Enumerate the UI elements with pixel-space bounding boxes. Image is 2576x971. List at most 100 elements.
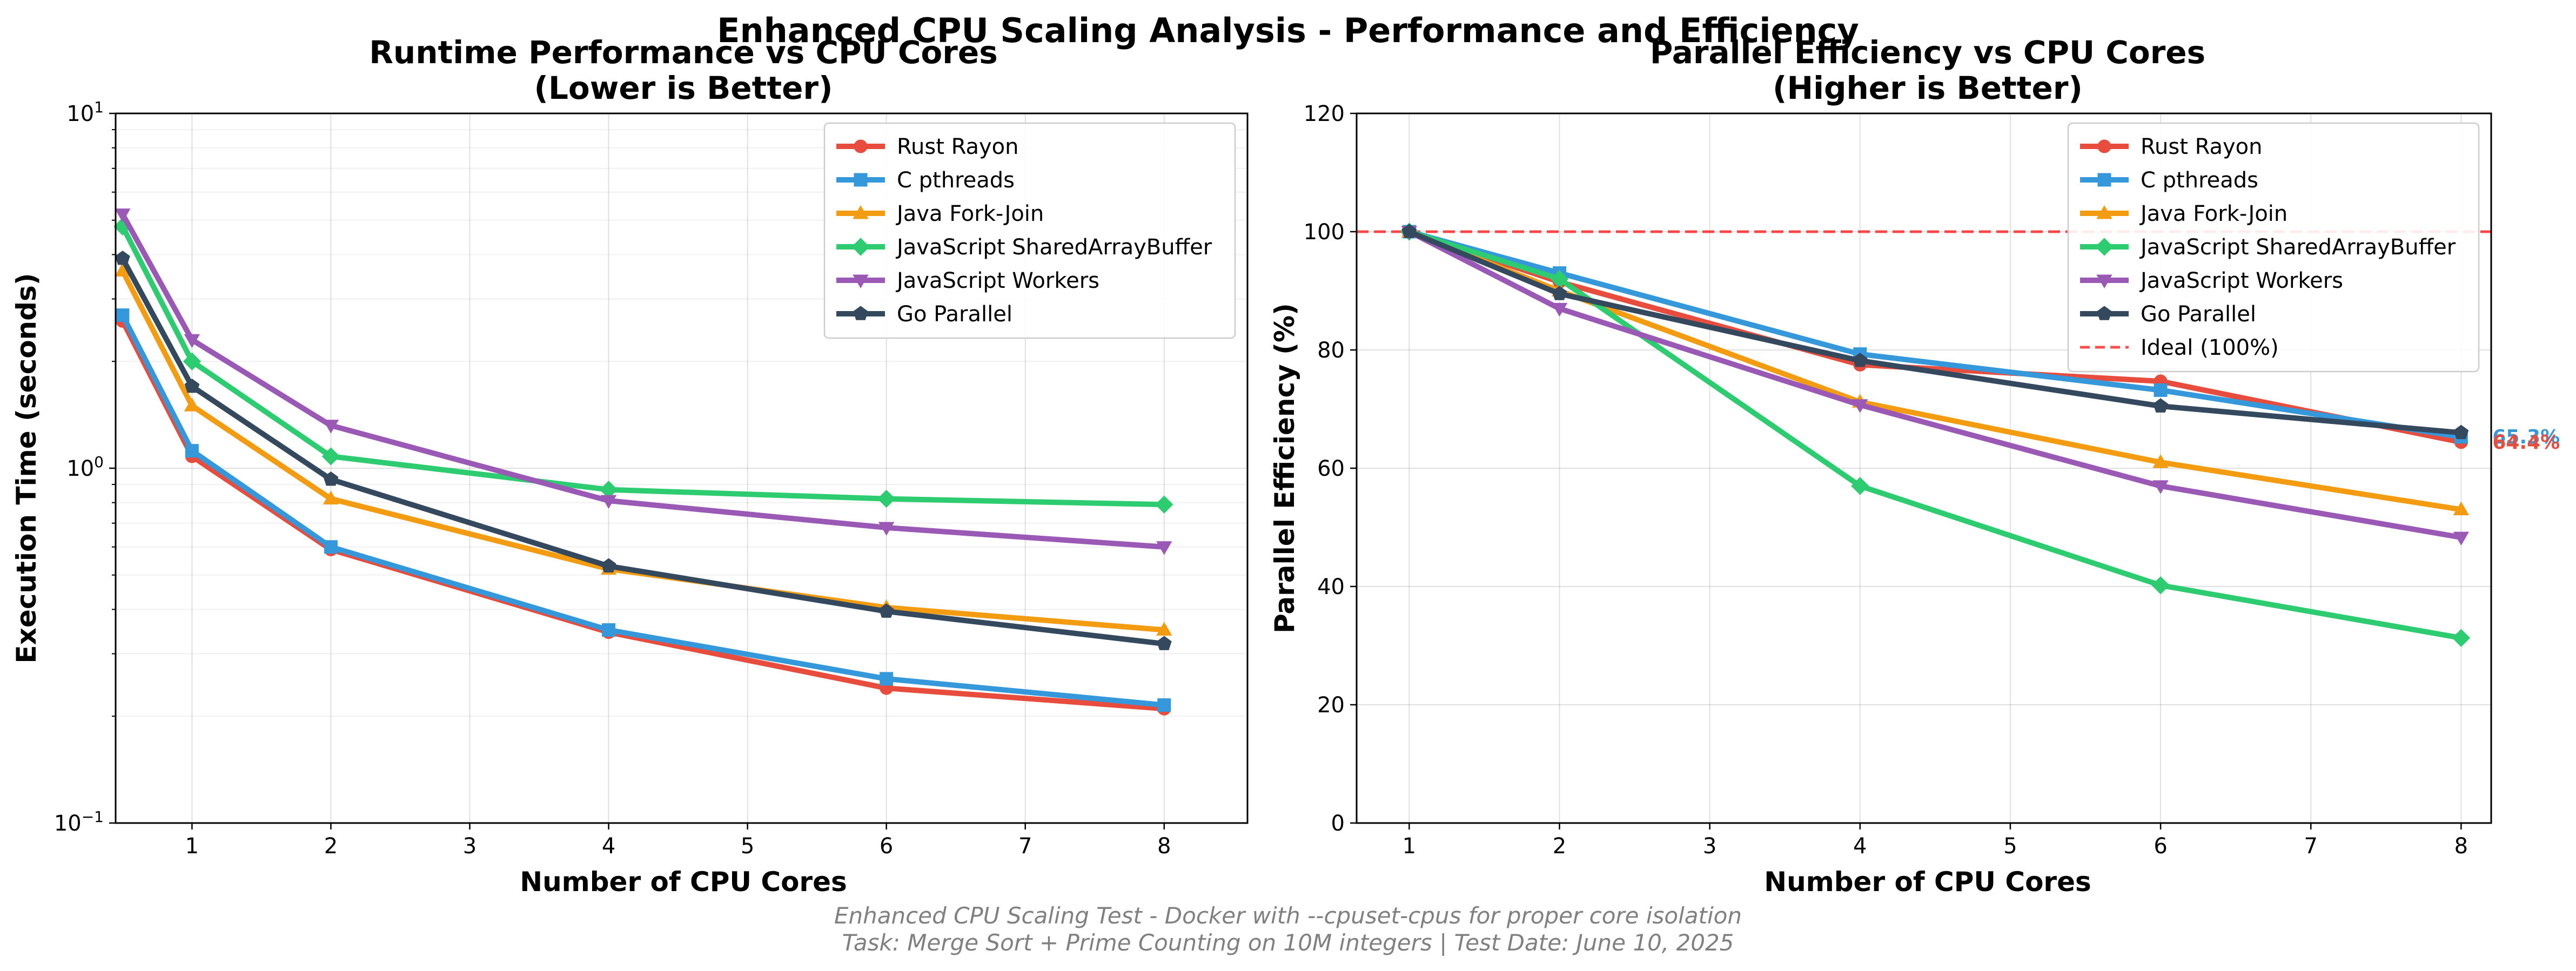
series-point-c-pthreads: [185, 444, 199, 458]
series-point-c-pthreads: [324, 540, 338, 554]
legend-marker-rust-rayon: [854, 139, 868, 153]
series-point-javascript-sharedarraybuffer: [321, 447, 340, 466]
x-tick-label: 8: [1157, 834, 1171, 859]
series-line-javascript-workers: [119, 211, 1167, 550]
series-point-javascript-workers: [600, 495, 617, 509]
y-tick-label: 0: [1331, 811, 1345, 836]
footer-line1: Enhanced CPU Scaling Test - Docker with …: [834, 902, 1742, 929]
legend-label-java-fork-join: Java Fork-Join: [2139, 201, 2287, 226]
legend-label-javascript-sharedarraybuffer: JavaScript SharedArrayBuffer: [895, 235, 1212, 260]
x-tick-label: 3: [463, 834, 477, 859]
series-point-go-parallel: [601, 558, 616, 572]
series-point-javascript-workers: [323, 420, 339, 434]
series-point-javascript-workers: [2453, 531, 2470, 546]
legend-label-ideal-100: Ideal (100%): [2141, 335, 2279, 360]
legend-marker-go-parallel: [853, 306, 868, 320]
series-point-javascript-sharedarraybuffer: [1851, 477, 1869, 495]
efficiency-y-axis-label: Parallel Efficiency (%): [1269, 303, 1300, 633]
x-tick-label: 2: [324, 834, 338, 859]
series-point-go-parallel: [2153, 398, 2168, 413]
series-point-javascript-sharedarraybuffer: [1155, 495, 1173, 514]
series-point-go-parallel: [323, 471, 339, 486]
series-point-go-parallel: [1552, 286, 1567, 300]
legend-marker-c-pthreads: [854, 173, 868, 187]
series-point-javascript-workers: [1551, 302, 1568, 317]
series-point-go-parallel: [1401, 224, 1417, 238]
series-point-javascript-workers: [1156, 541, 1172, 555]
series-point-go-parallel: [1852, 353, 1868, 367]
legend-marker-javascript-workers: [2096, 274, 2112, 288]
legend-marker-go-parallel: [2097, 306, 2112, 320]
series-point-c-pthreads: [602, 623, 616, 637]
legend-label-go-parallel: Go Parallel: [897, 302, 1012, 327]
runtime-chart: Runtime Performance vs CPU Cores (Lower …: [11, 34, 1249, 898]
series-point-java-fork-join: [1156, 622, 1172, 636]
legend-marker-javascript-workers: [853, 274, 869, 288]
series-point-javascript-sharedarraybuffer: [877, 489, 896, 508]
series-point-javascript-sharedarraybuffer: [2452, 629, 2471, 648]
efficiency-x-axis-label: Number of CPU Cores: [1764, 866, 2091, 898]
legend-label-go-parallel: Go Parallel: [2141, 302, 2256, 327]
x-tick-label: 5: [741, 834, 754, 859]
efficiency-end-labels: 65.3%64.4%: [2492, 426, 2560, 454]
legend-label-javascript-workers: JavaScript Workers: [895, 268, 1099, 293]
series-point-java-fork-join: [323, 490, 339, 505]
y-tick-label: 10−1: [54, 808, 104, 836]
x-tick-label: 4: [1853, 834, 1867, 859]
series-point-go-parallel: [1156, 636, 1172, 650]
efficiency-chart: Parallel Efficiency vs CPU Cores (Higher…: [1269, 34, 2560, 898]
y-tick-label: 80: [1317, 338, 1345, 363]
series-point-c-pthreads: [880, 672, 894, 686]
legend-label-c-pthreads: C pthreads: [897, 168, 1015, 193]
legend-box: [2067, 122, 2480, 373]
series-point-javascript-workers: [184, 334, 200, 348]
series-point-javascript-workers: [878, 522, 895, 536]
runtime-y-axis-label: Execution Time (seconds): [11, 273, 42, 663]
y-tick-label: 60: [1317, 456, 1345, 481]
x-tick-label: 1: [185, 834, 199, 859]
figure-suptitle: Enhanced CPU Scaling Analysis - Performa…: [717, 11, 1859, 50]
legend-label-java-fork-join: Java Fork-Join: [895, 201, 1044, 226]
x-tick-label: 7: [2304, 834, 2317, 859]
legend-label-rust-rayon: Rust Rayon: [2141, 134, 2263, 159]
legend-label-javascript-sharedarraybuffer: JavaScript SharedArrayBuffer: [2139, 235, 2456, 260]
series-line-c-pthreads: [119, 312, 1167, 708]
series-point-javascript-workers: [115, 208, 131, 222]
x-tick-label: 1: [1403, 834, 1416, 859]
x-tick-label: 7: [1018, 834, 1032, 859]
legend-marker-java-fork-join: [853, 205, 869, 219]
legend-marker-rust-rayon: [2097, 139, 2111, 153]
efficiency-plot-frame: [1356, 112, 2492, 824]
y-tick-label: 120: [1304, 102, 1345, 126]
efficiency-chart-title-line2: (Higher is Better): [1773, 70, 2083, 106]
legend-label-javascript-workers: JavaScript Workers: [2139, 268, 2343, 293]
series-point-javascript-workers: [1852, 399, 1868, 413]
efficiency-legend: Rust Rayon C pthreads Java Fork-Join JavaSc…: [2067, 122, 2480, 373]
y-tick-label: 100: [66, 453, 104, 481]
legend-marker-javascript-sharedarraybuffer: [851, 238, 870, 256]
x-tick-label: 2: [1553, 834, 1566, 859]
legend-marker-java-fork-join: [2096, 205, 2112, 219]
series-point-java-fork-join: [2152, 454, 2169, 468]
series-line-java-fork-join: [119, 268, 1167, 633]
x-tick-label: 8: [2454, 834, 2468, 859]
x-tick-label: 6: [880, 834, 893, 859]
runtime-series: [113, 208, 1173, 716]
series-point-javascript-sharedarraybuffer: [2151, 576, 2170, 595]
series-point-c-pthreads: [116, 308, 130, 322]
runtime-legend: Rust Rayon C pthreads Java Fork-Join JavaSc…: [823, 122, 1236, 339]
legend-marker-javascript-sharedarraybuffer: [2095, 238, 2114, 256]
runtime-x-axis-label: Number of CPU Cores: [520, 866, 847, 898]
series-point-c-pthreads: [2154, 383, 2168, 397]
footer-line2: Task: Merge Sort + Prime Counting on 10M…: [842, 929, 1734, 956]
series-point-java-fork-join: [184, 397, 200, 412]
series-line-javascript-sharedarraybuffer: [119, 224, 1167, 508]
series-point-javascript-sharedarraybuffer: [183, 352, 202, 370]
series-point-go-parallel: [878, 603, 894, 618]
runtime-ticks: 1 2 3 4 5 6 7 8 10−1 100 101: [54, 98, 1171, 859]
y-tick-label: 100: [1304, 220, 1345, 245]
series-point-c-pthreads: [1157, 698, 1171, 712]
series-point-javascript-workers: [2152, 480, 2169, 494]
x-tick-label: 6: [2154, 834, 2167, 859]
